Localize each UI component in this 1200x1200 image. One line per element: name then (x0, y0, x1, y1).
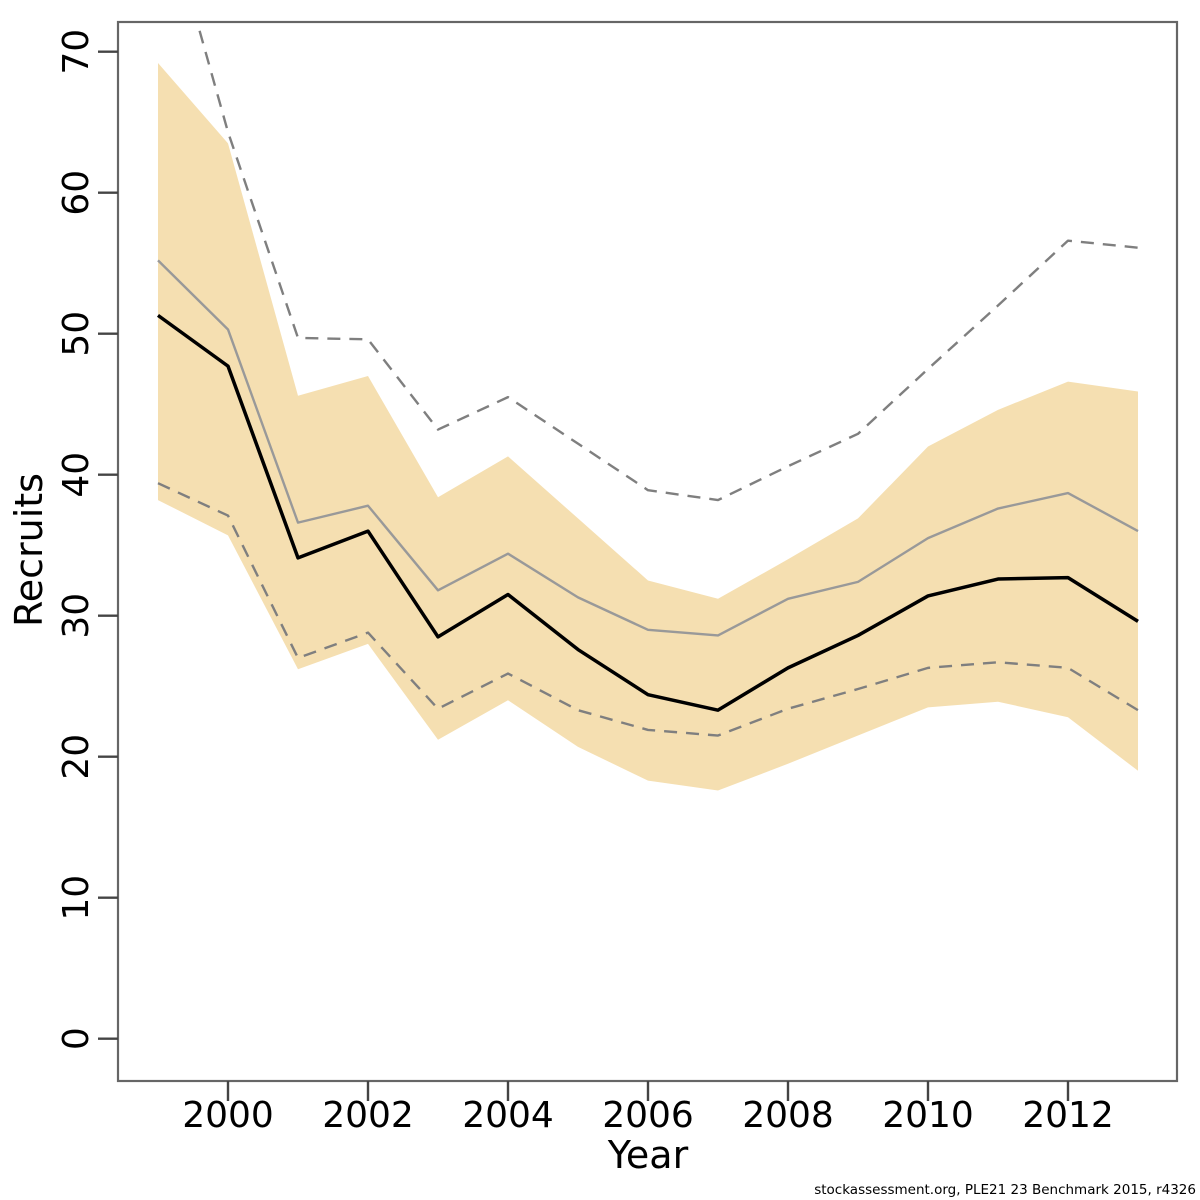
y-tick-label: 60 (56, 170, 97, 216)
y-tick-label: 0 (56, 1027, 97, 1050)
comparison-ci-upper-line (195, 22, 1139, 502)
x-tick-label: 2000 (182, 1095, 274, 1136)
x-tick-label: 2004 (462, 1095, 554, 1136)
y-axis: 0 10 20 30 40 50 60 70 (56, 29, 118, 1050)
plot-area (156, 22, 1139, 791)
y-tick-label: 30 (56, 593, 97, 639)
y-tick-label: 50 (56, 311, 97, 357)
x-tick-label: 2006 (602, 1095, 694, 1136)
y-axis-title: Recruits (7, 473, 51, 627)
x-axis-title: Year (607, 1133, 689, 1177)
current-run-line (156, 313, 1139, 712)
x-axis: 2000 2002 2004 2006 2008 2010 2012 (182, 1081, 1114, 1136)
x-tick-label: 2010 (882, 1095, 974, 1136)
x-tick-label: 2002 (322, 1095, 414, 1136)
comparison-run-line (157, 259, 1139, 637)
watermark-caption: stockassessment.org, PLE21 23 Benchmark … (814, 1182, 1196, 1198)
y-tick-label: 20 (56, 734, 97, 780)
y-tick-label: 10 (56, 875, 97, 921)
x-tick-label: 2008 (742, 1095, 834, 1136)
y-tick-label: 70 (56, 29, 97, 75)
x-tick-label: 2012 (1022, 1095, 1114, 1136)
confidence-band (158, 62, 1138, 791)
comparison-ci-lower-line (157, 482, 1139, 737)
y-tick-label: 40 (56, 452, 97, 498)
